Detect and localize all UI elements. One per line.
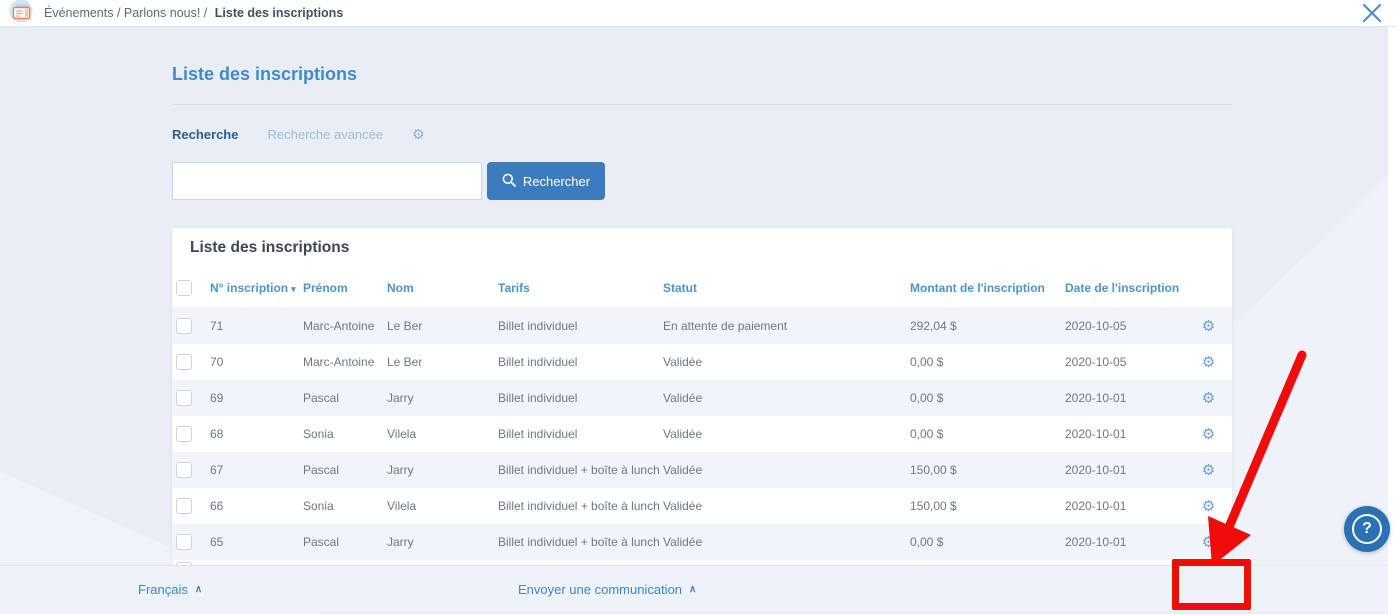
breadcrumb-current: Liste des inscriptions — [214, 6, 344, 20]
help-button[interactable]: ? — [1344, 506, 1390, 552]
row-checkbox[interactable] — [176, 534, 192, 550]
table-row: 69 Pascal Jarry Billet individuel Validé… — [172, 380, 1232, 416]
status-text: Validée — [663, 499, 703, 513]
sort-desc-icon: ▾ — [291, 283, 296, 294]
table-row: 67 Pascal Jarry Billet individuel + boît… — [172, 452, 1232, 488]
table-row-partial — [172, 560, 1232, 565]
event-ticket-icon — [8, 0, 35, 29]
row-checkbox[interactable] — [176, 562, 192, 565]
registrations-card: Liste des inscriptions N° inscription ▾ P… — [172, 228, 1232, 565]
row-checkbox[interactable] — [176, 354, 192, 370]
select-all-checkbox[interactable] — [176, 279, 192, 296]
status-text: Validée — [663, 391, 703, 405]
page-title: Liste des inscriptions — [172, 64, 358, 84]
status-text: Validée — [663, 535, 703, 549]
search-tabs: Recherche Recherche avancée ⚙ — [172, 124, 425, 144]
column-header-prenom[interactable]: Prénom — [303, 280, 348, 295]
send-communication-dropdown[interactable]: Envoyer une communication ∧ — [518, 581, 697, 597]
chevron-up-icon: ∧ — [689, 583, 697, 595]
row-settings-icon[interactable]: ⚙ — [1201, 389, 1216, 407]
row-checkbox[interactable] — [176, 462, 192, 478]
status-text: Validée — [663, 355, 703, 369]
status-text: Validée — [663, 427, 703, 441]
close-icon[interactable] — [1361, 2, 1383, 24]
table-row: 68 Sonia Vilela Billet individuel Validé… — [172, 416, 1232, 452]
row-settings-icon[interactable]: ⚙ — [1201, 497, 1216, 515]
column-header-tarifs[interactable]: Tarifs — [498, 280, 530, 295]
table-row: 65 Pascal Jarry Billet individuel + boît… — [172, 524, 1232, 560]
column-header-montant[interactable]: Montant de l'inscription — [910, 280, 1045, 295]
search-input[interactable] — [172, 162, 482, 200]
row-checkbox[interactable] — [176, 390, 192, 406]
chevron-up-icon: ∧ — [194, 583, 203, 595]
row-settings-icon[interactable]: ⚙ — [1201, 461, 1216, 479]
search-settings-gear-icon[interactable]: ⚙ — [412, 126, 425, 142]
question-mark-icon: ? — [1352, 514, 1382, 544]
header-divider — [172, 104, 1232, 105]
table-title: Liste des inscriptions — [190, 239, 350, 256]
column-header-date[interactable]: Date de l'inscription — [1065, 280, 1180, 295]
row-settings-icon[interactable]: ⚙ — [1201, 533, 1216, 551]
column-header-statut[interactable]: Statut — [663, 280, 697, 295]
tab-recherche-avancee[interactable]: Recherche avancée — [267, 126, 384, 142]
table-row: 70 Marc-Antoine Le Ber Billet individuel… — [172, 344, 1232, 380]
language-dropdown[interactable]: Français ∧ — [138, 581, 203, 597]
search-button[interactable]: Rechercher — [487, 162, 605, 200]
table-header-row: N° inscription ▾ Prénom Nom Tarifs Statut… — [172, 268, 1232, 308]
search-icon — [502, 173, 516, 190]
table-row: 71 Marc-Antoine Le Ber Billet individuel… — [172, 308, 1232, 344]
status-text: Validée — [663, 463, 703, 477]
column-header-nom[interactable]: Nom — [387, 280, 414, 295]
breadcrumb-path[interactable]: Événements / Parlons nous! / — [44, 6, 208, 20]
column-header-num[interactable]: N° inscription ▾ — [210, 280, 296, 295]
status-text: En attente de paiement — [663, 319, 788, 333]
row-checkbox[interactable] — [176, 426, 192, 442]
footer-bar: Français ∧ Envoyer une communication ∧ +… — [0, 565, 1388, 612]
breadcrumb: Événements / Parlons nous! / Liste des i… — [44, 6, 343, 20]
table-row: 66 Sonia Vilela Billet individuel + boît… — [172, 488, 1232, 524]
row-settings-icon[interactable]: ⚙ — [1201, 353, 1216, 371]
tab-recherche[interactable]: Recherche — [172, 126, 239, 142]
row-settings-icon[interactable]: ⚙ — [1201, 425, 1216, 443]
row-checkbox[interactable] — [176, 498, 192, 514]
row-checkbox[interactable] — [176, 318, 192, 334]
row-settings-icon[interactable]: ⚙ — [1201, 317, 1216, 335]
top-bar: Événements / Parlons nous! / Liste des i… — [0, 0, 1396, 27]
